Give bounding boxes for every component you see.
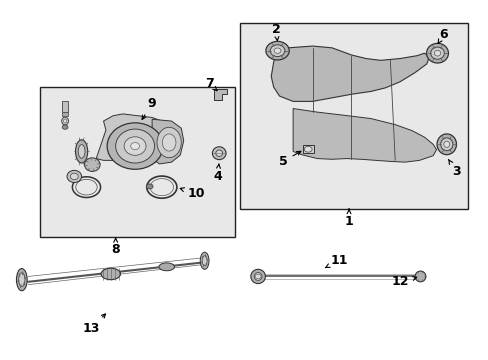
Ellipse shape bbox=[70, 173, 78, 180]
Ellipse shape bbox=[124, 137, 146, 156]
Text: 5: 5 bbox=[279, 151, 300, 168]
Ellipse shape bbox=[433, 50, 440, 56]
Text: 10: 10 bbox=[180, 187, 204, 200]
Ellipse shape bbox=[67, 170, 81, 183]
Text: 11: 11 bbox=[325, 254, 347, 268]
Ellipse shape bbox=[159, 263, 174, 271]
Circle shape bbox=[255, 274, 261, 279]
Ellipse shape bbox=[212, 147, 225, 159]
Text: 7: 7 bbox=[204, 77, 217, 91]
Ellipse shape bbox=[17, 269, 27, 291]
Ellipse shape bbox=[250, 269, 265, 284]
Ellipse shape bbox=[19, 273, 25, 287]
Ellipse shape bbox=[254, 273, 262, 280]
Polygon shape bbox=[271, 46, 428, 102]
Ellipse shape bbox=[414, 271, 425, 282]
Text: 2: 2 bbox=[271, 23, 280, 41]
Polygon shape bbox=[292, 109, 436, 162]
Ellipse shape bbox=[265, 41, 288, 60]
Ellipse shape bbox=[157, 127, 181, 158]
Circle shape bbox=[146, 184, 153, 189]
Ellipse shape bbox=[116, 129, 154, 163]
Polygon shape bbox=[152, 119, 183, 164]
Text: 6: 6 bbox=[437, 28, 447, 44]
Text: 9: 9 bbox=[142, 97, 156, 120]
Ellipse shape bbox=[130, 143, 139, 150]
Ellipse shape bbox=[436, 134, 456, 155]
Ellipse shape bbox=[274, 48, 281, 53]
Ellipse shape bbox=[101, 268, 120, 280]
Polygon shape bbox=[214, 89, 226, 100]
Bar bbox=[302, 145, 313, 153]
Bar bbox=[62, 101, 68, 112]
Ellipse shape bbox=[440, 138, 452, 151]
Ellipse shape bbox=[162, 134, 176, 151]
Bar bbox=[62, 112, 68, 116]
Bar bbox=[40, 87, 234, 237]
Circle shape bbox=[304, 147, 311, 152]
Polygon shape bbox=[96, 114, 174, 166]
Ellipse shape bbox=[78, 145, 85, 158]
Text: 8: 8 bbox=[111, 238, 120, 256]
Ellipse shape bbox=[107, 123, 163, 169]
Text: 13: 13 bbox=[82, 314, 105, 335]
Ellipse shape bbox=[215, 150, 222, 157]
Circle shape bbox=[62, 125, 68, 129]
Ellipse shape bbox=[426, 43, 447, 63]
Bar bbox=[239, 23, 467, 208]
Ellipse shape bbox=[202, 256, 206, 266]
Text: 4: 4 bbox=[213, 164, 222, 183]
Ellipse shape bbox=[63, 119, 67, 123]
Ellipse shape bbox=[430, 47, 444, 59]
Ellipse shape bbox=[61, 117, 68, 125]
Ellipse shape bbox=[270, 45, 285, 57]
Ellipse shape bbox=[84, 158, 100, 171]
Ellipse shape bbox=[75, 140, 87, 163]
Ellipse shape bbox=[443, 141, 449, 147]
Text: 12: 12 bbox=[390, 275, 416, 288]
Text: 1: 1 bbox=[344, 209, 353, 228]
Text: 3: 3 bbox=[447, 159, 459, 177]
Ellipse shape bbox=[200, 252, 208, 269]
